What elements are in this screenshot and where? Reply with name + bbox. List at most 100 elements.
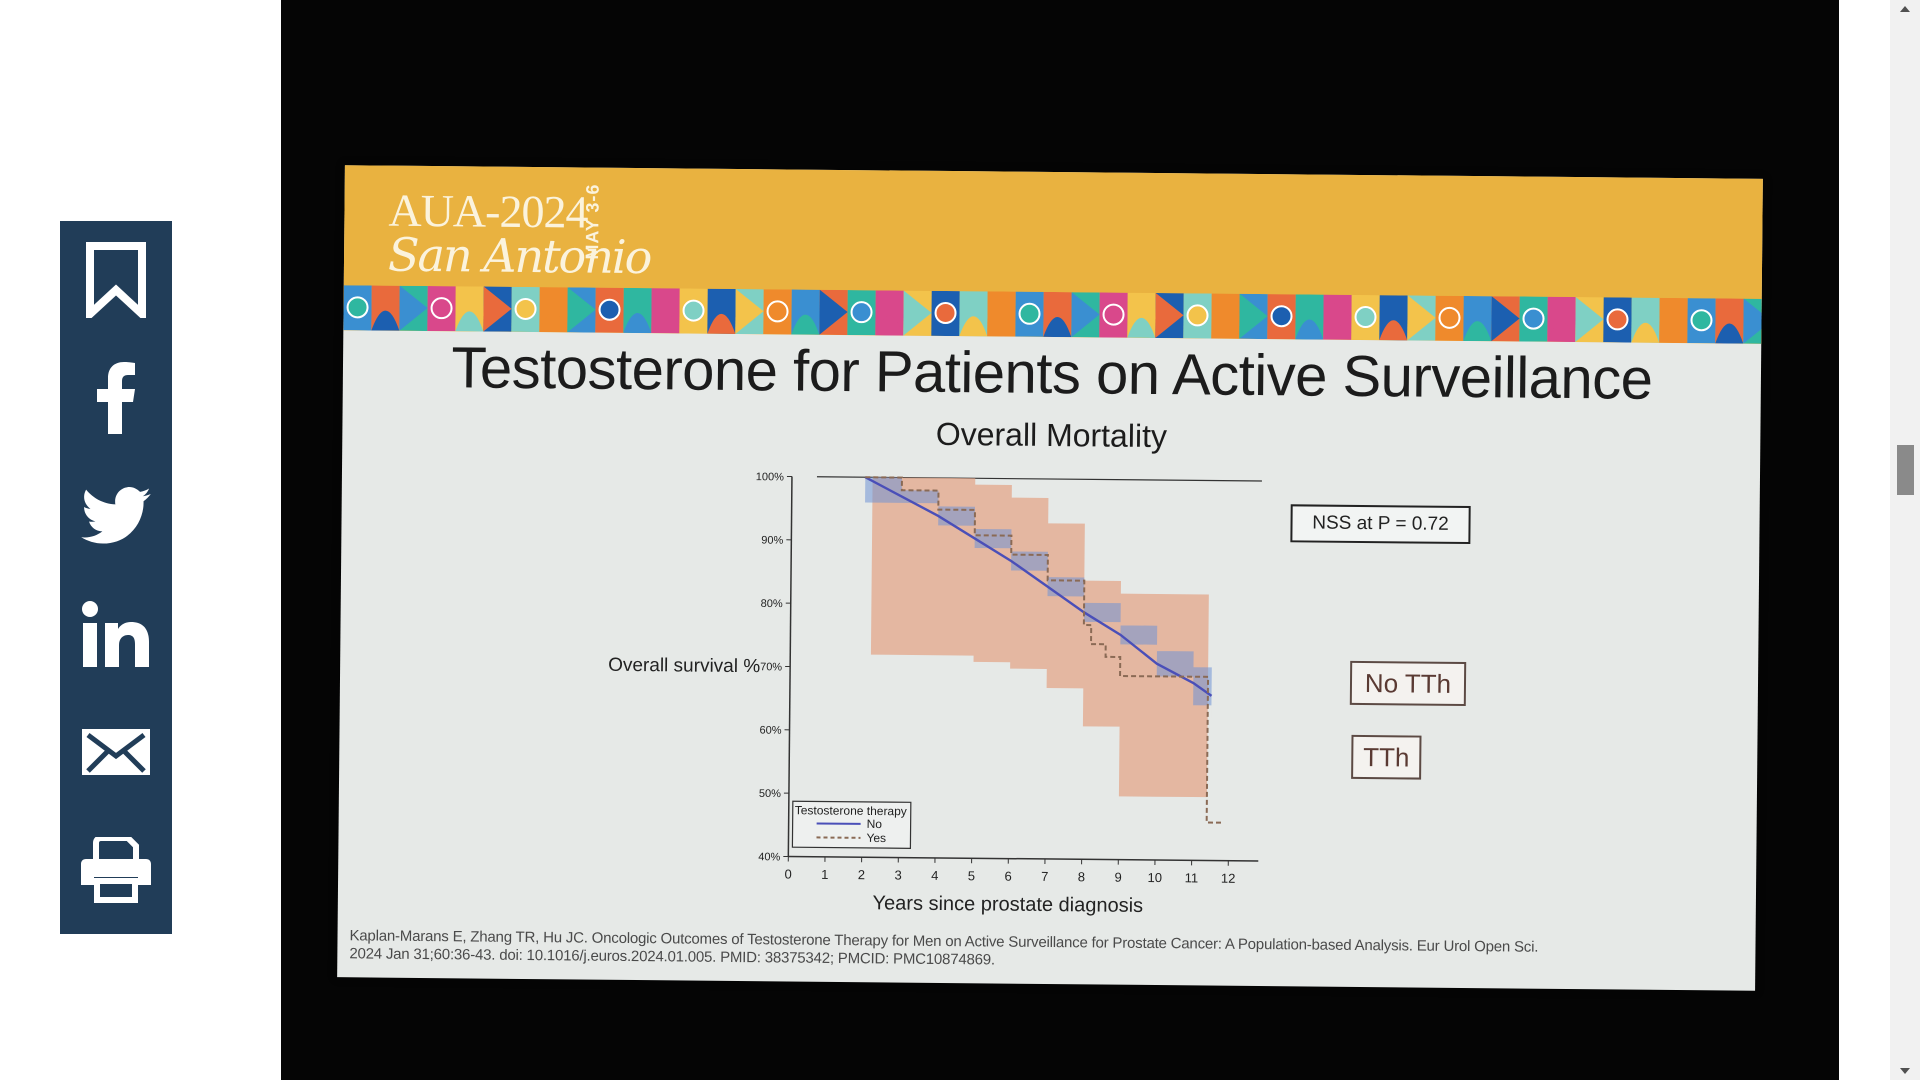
x-tick-label: 4 <box>931 868 938 883</box>
pattern-circle <box>1438 306 1461 329</box>
x-tick-label: 2 <box>858 867 865 882</box>
pattern-circle <box>766 300 789 323</box>
pattern-leaf <box>791 314 820 335</box>
slide-title: Testosterone for Patients on Active Surv… <box>451 335 1653 412</box>
scroll-up-button[interactable] <box>1890 0 1920 18</box>
x-tick-label: 5 <box>968 868 975 883</box>
scroll-down-button[interactable] <box>1890 1062 1920 1080</box>
x-axis <box>788 855 1259 862</box>
y-tick-label: 50% <box>759 788 781 800</box>
pattern-circle <box>1018 302 1041 325</box>
conference-city: San Antonio <box>387 227 651 285</box>
pattern-circle <box>1690 309 1713 332</box>
pattern-triangle <box>1407 295 1436 341</box>
pattern-triangle <box>735 288 764 334</box>
legend-title: Testosterone therapy <box>795 803 907 818</box>
pattern-triangle <box>1575 297 1604 343</box>
pattern-leaf <box>1211 318 1240 339</box>
nss-annotation: NSS at P = 0.72 <box>1290 504 1471 545</box>
pattern-triangle <box>651 288 680 334</box>
slide-banner: AUA-2024 San Antonio MAY 3-6 <box>343 165 1763 344</box>
linkedin-share-button[interactable] <box>60 575 172 693</box>
pattern-circle <box>682 299 705 322</box>
x-tick-label: 11 <box>1185 870 1199 885</box>
pattern-leaf <box>1127 318 1156 338</box>
share-sidebar <box>60 221 172 934</box>
pattern-triangle <box>1491 296 1520 342</box>
pattern-circle <box>598 298 621 321</box>
email-icon <box>82 729 150 775</box>
pattern-triangle <box>819 289 848 335</box>
no-tth-label: No TTh <box>1349 660 1467 706</box>
conference-photo: AUA-2024 San Antonio MAY 3-6 Testosteron… <box>281 0 1839 1080</box>
pattern-leaf <box>959 316 988 337</box>
pattern-circle <box>1606 308 1629 331</box>
pattern-leaf <box>1715 323 1744 344</box>
decorative-pattern <box>343 285 1762 344</box>
pattern-circle <box>934 301 957 324</box>
pattern-circle <box>1102 303 1125 326</box>
arrow-up-icon <box>1900 6 1910 12</box>
pattern-triangle <box>1743 298 1762 344</box>
x-tick-label: 3 <box>894 868 901 883</box>
pattern-leaf <box>707 314 736 334</box>
citation: Kaplan-Marans E, Zhang TR, Hu JC. Oncolo… <box>349 927 1749 976</box>
pattern-triangle <box>567 287 596 333</box>
pattern-leaf <box>1547 322 1576 343</box>
page-scrollbar[interactable] <box>1890 0 1920 1080</box>
pattern-triangle <box>1155 293 1184 338</box>
survival-chart: 0 1 2 3 4 5 6 7 8 9 10 11 1240%50%60%70%80%90%100%Ye… <box>608 471 1262 917</box>
x-tick-label: 10 <box>1147 870 1162 885</box>
bookmark-icon <box>86 242 146 318</box>
pattern-leaf <box>455 311 484 332</box>
ci-band-no <box>865 477 1212 722</box>
x-tick-label: 12 <box>1221 871 1236 886</box>
pattern-leaf <box>623 313 652 334</box>
print-button[interactable] <box>60 811 172 929</box>
facebook-share-button[interactable] <box>60 339 172 457</box>
legend-label-no: No <box>867 817 883 831</box>
pattern-leaf <box>1379 320 1408 341</box>
tth-label: TTh <box>1351 734 1422 780</box>
pattern-circle <box>850 301 873 324</box>
y-tick-label: 90% <box>761 535 783 547</box>
pattern-leaf <box>1463 321 1492 342</box>
pattern-leaf <box>371 310 400 331</box>
pattern-circle <box>1186 304 1209 327</box>
pattern-triangle <box>1071 292 1100 338</box>
print-icon <box>81 837 151 903</box>
x-tick-label: 0 <box>784 866 791 881</box>
pattern-triangle <box>987 291 1016 337</box>
pattern-leaf <box>875 315 904 336</box>
y-tick-label: 60% <box>759 725 781 737</box>
x-axis-label: Years since prostate diagnosis <box>872 892 1143 917</box>
pattern-triangle <box>903 290 932 336</box>
pattern-leaf <box>539 312 568 333</box>
conference-dates: MAY 3-6 <box>582 183 603 260</box>
x-tick-label: 7 <box>1041 869 1048 884</box>
twitter-share-button[interactable] <box>60 457 172 575</box>
linkedin-icon <box>82 601 149 667</box>
pattern-circle <box>346 296 369 319</box>
scrollbar-thumb[interactable] <box>1897 445 1914 495</box>
pattern-triangle <box>1239 293 1268 339</box>
y-tick-label: 70% <box>760 661 782 673</box>
legend-label-yes: Yes <box>866 831 886 845</box>
email-share-button[interactable] <box>60 693 172 811</box>
y-tick-label: 100% <box>756 471 784 483</box>
x-tick-label: 6 <box>1004 869 1011 884</box>
pattern-leaf <box>1043 317 1072 338</box>
x-tick-label: 1 <box>821 867 828 882</box>
y-tick-label: 40% <box>758 851 780 863</box>
x-tick-label: 8 <box>1078 869 1085 884</box>
pattern-triangle <box>1659 297 1688 343</box>
pattern-triangle <box>399 285 428 331</box>
x-tick-label: 9 <box>1114 870 1121 885</box>
pattern-circle <box>1270 305 1293 328</box>
pattern-leaf <box>1295 319 1324 340</box>
y-tick-label: 80% <box>761 598 783 610</box>
facebook-icon <box>97 362 135 434</box>
pattern-circle <box>1354 306 1377 329</box>
bookmark-button[interactable] <box>60 221 172 339</box>
pattern-triangle <box>483 286 512 332</box>
